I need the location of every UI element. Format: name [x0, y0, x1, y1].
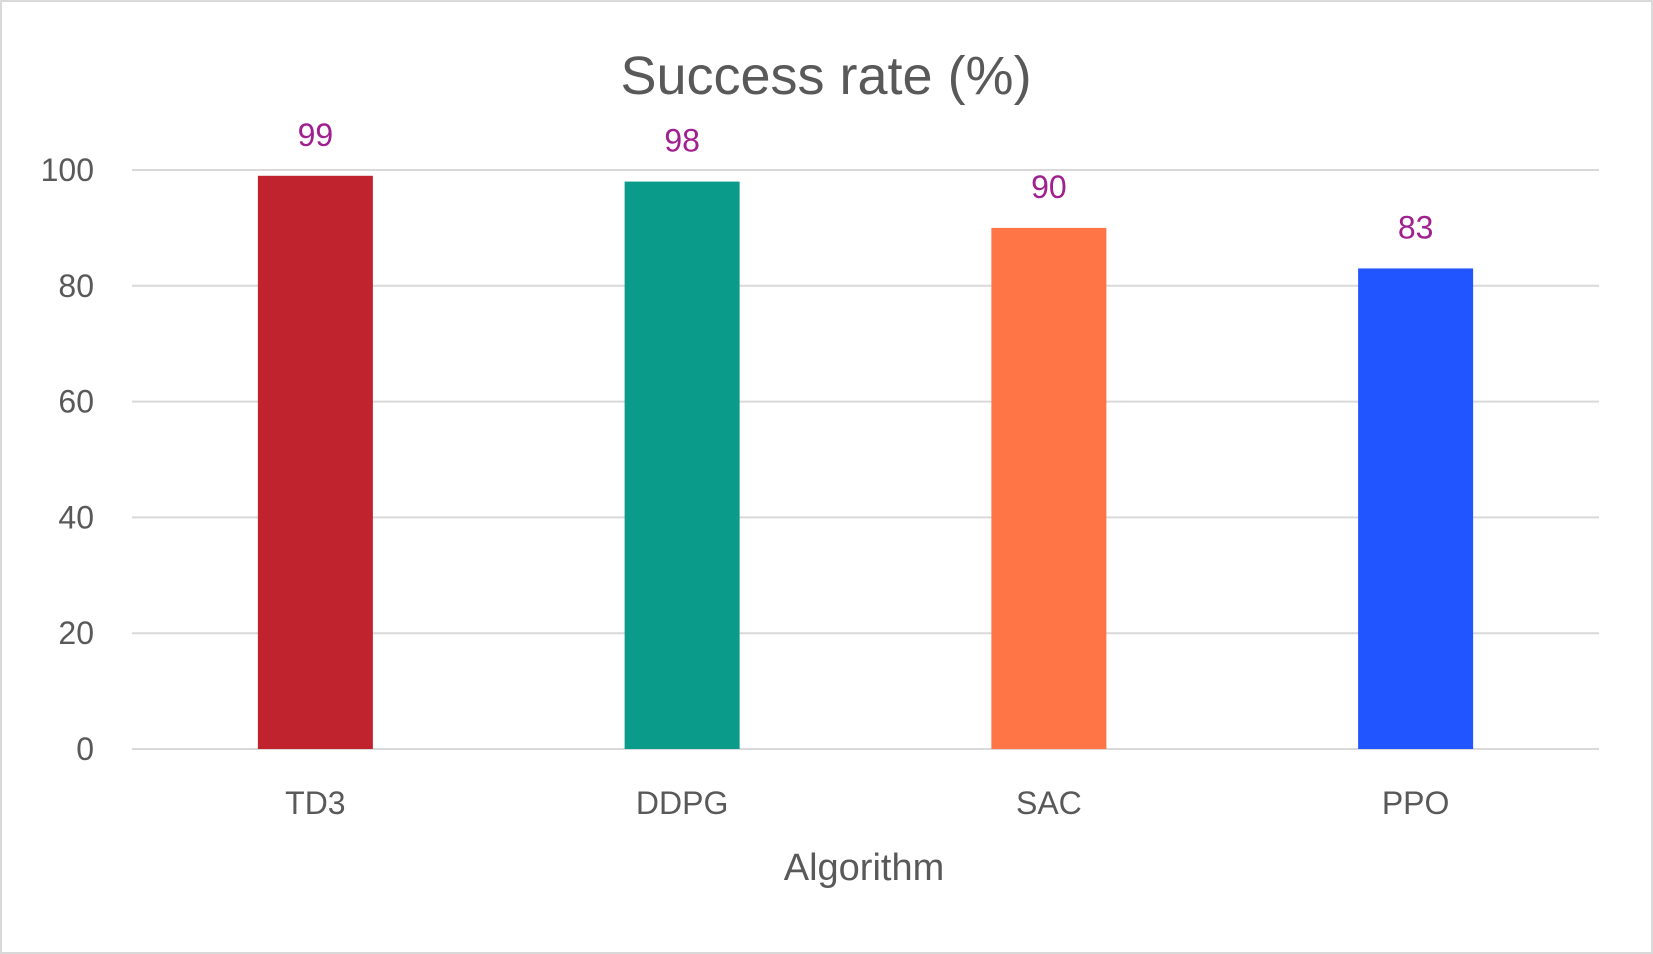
y-tick-label-80: 80: [58, 268, 94, 304]
x-tick-label-td3: TD3: [285, 785, 345, 821]
data-label-sac: 90: [1031, 169, 1067, 205]
bars: [257, 175, 1474, 750]
y-tick-label-40: 40: [58, 499, 94, 535]
y-tick-label-20: 20: [58, 615, 94, 651]
gridlines: [132, 169, 1599, 750]
x-tick-label-ppo: PPO: [1382, 785, 1450, 821]
y-tick-label-100: 100: [41, 152, 94, 188]
data-labels: 99 98 90 83: [298, 117, 1434, 246]
data-label-ddpg: 98: [664, 123, 700, 159]
x-axis-categories: TD3 DDPG SAC PPO: [285, 785, 1449, 821]
bar-ddpg: [624, 181, 740, 749]
x-tick-label-sac: SAC: [1016, 785, 1082, 821]
data-label-ppo: 83: [1398, 209, 1434, 245]
chart-title: Success rate (%): [620, 46, 1031, 106]
data-label-td3: 99: [298, 117, 334, 153]
x-tick-label-ddpg: DDPG: [636, 785, 728, 821]
bar-ppo: [1358, 268, 1474, 749]
x-axis-title: Algorithm: [784, 847, 945, 889]
y-axis-ticks: 0 20 40 60 80 100: [41, 152, 94, 767]
y-tick-label-60: 60: [58, 384, 94, 420]
bar-td3: [257, 175, 373, 750]
bar-sac: [991, 227, 1107, 749]
y-tick-label-0: 0: [76, 731, 94, 767]
